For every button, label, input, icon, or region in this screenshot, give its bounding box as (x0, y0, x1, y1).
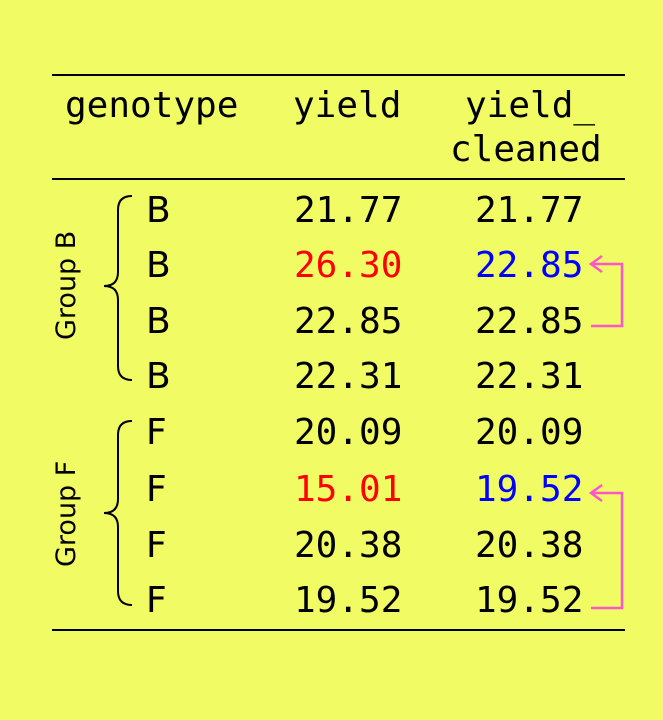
genotype-cell: B (146, 356, 171, 397)
yield-cleaned-cell: 22.85 (475, 301, 584, 342)
yield-cleaned-cell: 20.09 (475, 412, 584, 453)
yield-cell: 20.09 (294, 412, 403, 453)
genotype-cell: F (146, 469, 167, 510)
yield-cell-outlier: 15.01 (294, 469, 403, 510)
yield-cleaned-cell: 20.38 (475, 525, 584, 566)
group-f-brace (103, 420, 133, 606)
genotype-cell: B (146, 245, 171, 286)
genotype-cell: F (146, 412, 167, 453)
header-yield-cleaned-line2: cleaned (450, 129, 602, 170)
top-rule (52, 74, 625, 76)
yield-cell: 20.38 (294, 525, 403, 566)
yield-cell-outlier: 26.30 (294, 245, 403, 286)
header-yield: yield (293, 85, 402, 126)
yield-cell: 22.31 (294, 356, 403, 397)
genotype-cell: F (146, 580, 167, 621)
yield-cell: 21.77 (294, 190, 403, 231)
header-rule (52, 178, 625, 180)
yield-cell: 19.52 (294, 580, 403, 621)
genotype-cell: F (146, 525, 167, 566)
group-b-brace (103, 195, 133, 381)
header-genotype: genotype (65, 85, 239, 126)
yield-cleaned-cell: 22.31 (475, 356, 584, 397)
replacement-arrow-group-b (588, 254, 624, 328)
header-yield-cleaned-line1: yield_ (465, 85, 596, 126)
genotype-cell: B (146, 190, 171, 231)
replacement-arrow-group-f (588, 483, 624, 610)
yield-cell: 22.85 (294, 301, 403, 342)
genotype-cell: B (146, 301, 171, 342)
bottom-rule (52, 629, 625, 631)
yield-cleaned-cell: 19.52 (475, 580, 584, 621)
yield-cleaned-cell-replacement: 19.52 (475, 469, 584, 510)
yield-cleaned-cell-replacement: 22.85 (475, 245, 584, 286)
yield-cleaned-cell: 21.77 (475, 190, 584, 231)
